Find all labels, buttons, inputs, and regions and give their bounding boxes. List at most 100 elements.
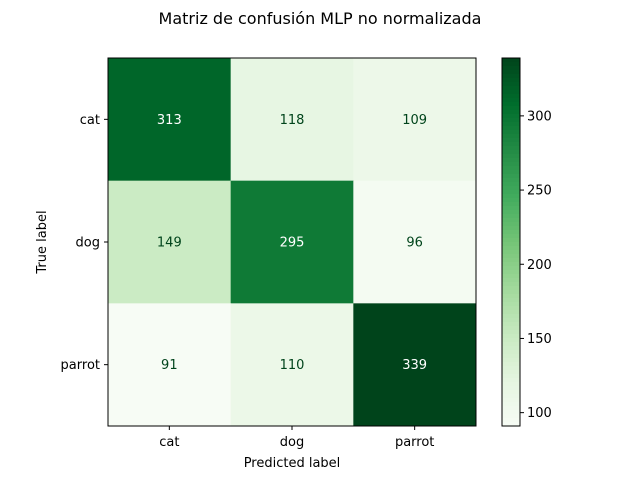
colorbar-segment <box>502 414 520 419</box>
colorbar-segment <box>502 170 520 175</box>
matrix-cell <box>230 58 354 182</box>
colorbar-segment <box>502 402 520 407</box>
colorbar: 100 150 200 250 300 <box>501 57 552 427</box>
colorbar-segment <box>502 146 520 151</box>
colorbar-segment <box>502 298 520 303</box>
x-axis-label: Predicted label <box>244 456 341 471</box>
colorbar-frame <box>501 57 521 427</box>
colorbar-segment <box>502 98 520 103</box>
colorbar-segment <box>502 342 520 347</box>
colorbar-segment <box>502 174 520 179</box>
matrix-cell <box>108 58 232 182</box>
colorbar-segment <box>502 130 520 135</box>
colorbar-segment <box>502 274 520 279</box>
colorbar-segment <box>502 358 520 363</box>
matrix-cell <box>353 303 477 427</box>
y-tick-label: cat <box>80 113 100 128</box>
colorbar-segment <box>502 238 520 243</box>
colorbar-segment <box>502 406 520 411</box>
colorbar-segment <box>502 306 520 311</box>
colorbar-segment <box>502 86 520 91</box>
colorbar-segment <box>502 198 520 203</box>
colorbar-segment <box>502 366 520 371</box>
colorbar-segment <box>502 186 520 191</box>
colorbar-segment <box>502 58 520 63</box>
colorbar-segment <box>502 394 520 399</box>
colorbar-segment <box>502 66 520 71</box>
colorbar-segment <box>502 278 520 283</box>
colorbar-segment <box>502 242 520 247</box>
colorbar-segment <box>502 266 520 271</box>
colorbar-segment <box>502 154 520 159</box>
colorbar-segment <box>502 386 520 391</box>
colorbar-tick-label: 250 <box>527 184 552 199</box>
colorbar-segment <box>502 166 520 171</box>
cell-value-label: 91 <box>161 358 178 373</box>
colorbar-segment <box>502 390 520 395</box>
x-tick-label: cat <box>159 435 179 450</box>
colorbar-segment <box>502 110 520 115</box>
matrix-cell <box>353 58 477 182</box>
colorbar-tick-label: 150 <box>527 332 552 347</box>
colorbar-segment <box>502 118 520 123</box>
colorbar-segment <box>502 246 520 251</box>
colorbar-segment <box>502 230 520 235</box>
cell-value-label: 109 <box>402 113 427 128</box>
colorbar-segment <box>502 178 520 183</box>
colorbar-segment <box>502 418 520 423</box>
colorbar-segment <box>502 334 520 339</box>
colorbar-segment <box>502 290 520 295</box>
colorbar-segment <box>502 258 520 263</box>
colorbar-segment <box>502 330 520 335</box>
x-tick-label: parrot <box>395 435 434 450</box>
colorbar-segment <box>502 138 520 143</box>
cell-value-label: 96 <box>406 236 423 251</box>
colorbar-segment <box>502 286 520 291</box>
colorbar-segment <box>502 182 520 187</box>
colorbar-segment <box>502 398 520 403</box>
colorbar-segment <box>502 102 520 107</box>
y-axis-ticks: cat dog parrot <box>61 113 108 373</box>
y-axis-label: True label <box>35 210 50 274</box>
cell-value-label: 149 <box>157 236 182 251</box>
colorbar-segment <box>502 210 520 215</box>
colorbar-tick-label: 200 <box>527 258 552 273</box>
colorbar-segment <box>502 62 520 67</box>
colorbar-segment <box>502 382 520 387</box>
colorbar-segment <box>502 226 520 231</box>
colorbar-segment <box>502 234 520 239</box>
colorbar-segment <box>502 126 520 131</box>
colorbar-segment <box>502 158 520 163</box>
colorbar-segment <box>502 70 520 75</box>
colorbar-segment <box>502 326 520 331</box>
colorbar-segment <box>502 78 520 83</box>
colorbar-segment <box>502 374 520 379</box>
colorbar-segment <box>502 218 520 223</box>
colorbar-segment <box>502 162 520 167</box>
y-tick-label: parrot <box>61 358 100 373</box>
colorbar-segment <box>502 142 520 147</box>
x-axis-ticks: cat dog parrot <box>159 426 434 450</box>
cell-value-label: 118 <box>280 113 305 128</box>
colorbar-segment <box>502 150 520 155</box>
matrix-cells: 313 118 109 149 295 96 91 110 339 <box>108 58 477 427</box>
colorbar-segment <box>502 134 520 139</box>
colorbar-segment <box>502 378 520 383</box>
x-tick-label: dog <box>280 435 304 450</box>
colorbar-segment <box>502 270 520 275</box>
colorbar-segment <box>502 370 520 375</box>
colorbar-tick-label: 100 <box>527 406 552 421</box>
colorbar-segment <box>502 82 520 87</box>
colorbar-segment <box>502 314 520 319</box>
matrix-cell <box>230 303 354 427</box>
colorbar-segment <box>502 362 520 367</box>
colorbar-segment <box>502 310 520 315</box>
colorbar-segment <box>502 282 520 287</box>
matrix-cell <box>230 180 354 304</box>
matrix-cell <box>108 180 232 304</box>
colorbar-segment <box>502 302 520 307</box>
colorbar-segment <box>502 250 520 255</box>
matrix-cell <box>353 180 477 304</box>
